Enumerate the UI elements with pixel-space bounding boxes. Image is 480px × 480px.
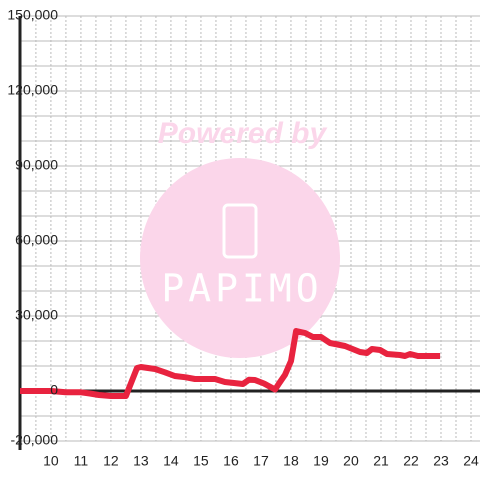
x-tick-label: 23 xyxy=(433,453,449,469)
y-tick-label: 150,000 xyxy=(7,7,58,23)
x-tick-label: 18 xyxy=(283,453,299,469)
x-tick-label: 12 xyxy=(103,453,119,469)
line xyxy=(20,328,441,399)
y-tick-label: 90,000 xyxy=(15,157,58,173)
x-tick-label: 20 xyxy=(343,453,359,469)
x-tick-label: 10 xyxy=(43,453,59,469)
x-tick-label: 24 xyxy=(463,453,479,469)
x-tick-label: 22 xyxy=(403,453,419,469)
x-tick-label: 14 xyxy=(163,453,179,469)
watermark-icon xyxy=(222,203,258,259)
x-tick-label: 17 xyxy=(253,453,269,469)
x-tick-label: 15 xyxy=(193,453,209,469)
y-tick-label: 0 xyxy=(50,382,58,398)
watermark-logo: PAPIMO xyxy=(161,267,322,311)
y-tick-label: 120,000 xyxy=(7,82,58,98)
x-tick-label: 13 xyxy=(133,453,149,469)
watermark-text: Powered by xyxy=(158,117,328,150)
watermark: Powered by PAPIMO xyxy=(140,117,340,358)
y-tick-label: 60,000 xyxy=(15,232,58,248)
y-tick-label: 30,000 xyxy=(15,307,58,323)
x-tick-label: 16 xyxy=(223,453,239,469)
x-tick-label: 19 xyxy=(313,453,329,469)
x-tick-label: 21 xyxy=(373,453,389,469)
y-tick-label: -20,000 xyxy=(11,432,59,448)
x-tick-label: 11 xyxy=(74,453,89,469)
